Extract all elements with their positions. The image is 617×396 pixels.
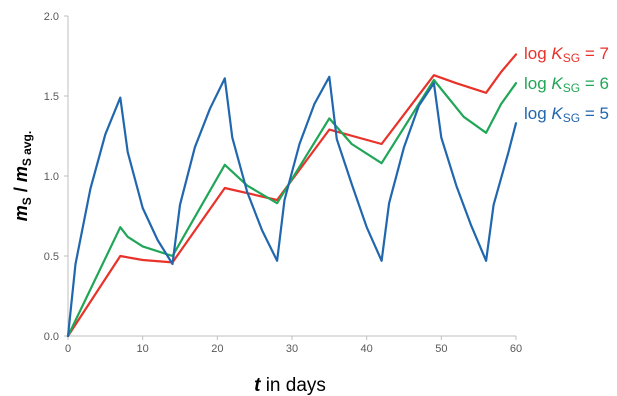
series-line-3 (66, 75, 518, 338)
legend-var: K (551, 74, 563, 93)
legend-sub: SG (563, 81, 580, 95)
y-tick-label: 0.5 (44, 251, 59, 263)
plot-area: 0 10 20 30 40 50 60 0.0 0.5 1.0 1.5 2.0 (44, 11, 522, 355)
series-line-1 (66, 53, 518, 338)
legend-suffix: = 5 (580, 104, 609, 123)
legend-entry: log KSG = 5 (524, 104, 609, 125)
x-title-var: t (254, 375, 261, 396)
series-line-2 (66, 78, 518, 338)
legend-suffix: = 7 (580, 44, 609, 63)
legend-prefix: log (524, 104, 551, 123)
legend-var: K (551, 104, 563, 123)
legend-suffix: = 6 (580, 74, 609, 93)
y-title-num-var: m (11, 205, 31, 221)
y-title-num-sub: S (20, 197, 34, 205)
legend-entry: log KSG = 7 (524, 44, 609, 65)
svg-text:mS / mS avg.: mS / mS avg. (11, 131, 34, 221)
x-tick-label: 30 (286, 343, 298, 355)
x-title-text: in days (260, 375, 325, 396)
y-title-den-sub: S avg. (20, 131, 34, 166)
x-tick-label: 40 (361, 343, 373, 355)
x-ticks: 0 10 20 30 40 50 60 (65, 336, 522, 355)
y-title-sep: / (11, 182, 31, 197)
x-tick-label: 60 (510, 343, 522, 355)
y-axis-title: mS / mS avg. (11, 131, 34, 221)
y-tick-label: 0.0 (44, 331, 59, 343)
y-tick-label: 1.0 (44, 171, 59, 183)
x-tick-label: 20 (211, 343, 223, 355)
legend-prefix: log (524, 74, 551, 93)
x-tick-label: 50 (435, 343, 447, 355)
svg-text:t in days: t in days (254, 375, 326, 396)
y-ticks: 0.0 0.5 1.0 1.5 2.0 (44, 11, 68, 343)
legend-prefix: log (524, 44, 551, 63)
legend-sub: SG (563, 51, 580, 65)
legend-entry: log KSG = 6 (524, 74, 609, 95)
series-lines (66, 53, 518, 338)
legend-var: K (551, 44, 563, 63)
y-title-den-var: m (11, 166, 31, 182)
x-axis-title: t in days (254, 375, 326, 396)
x-tick-label: 10 (137, 343, 149, 355)
legend-sub: SG (563, 111, 580, 125)
y-tick-label: 1.5 (44, 91, 59, 103)
x-tick-label: 0 (65, 343, 71, 355)
y-tick-label: 2.0 (44, 11, 59, 23)
